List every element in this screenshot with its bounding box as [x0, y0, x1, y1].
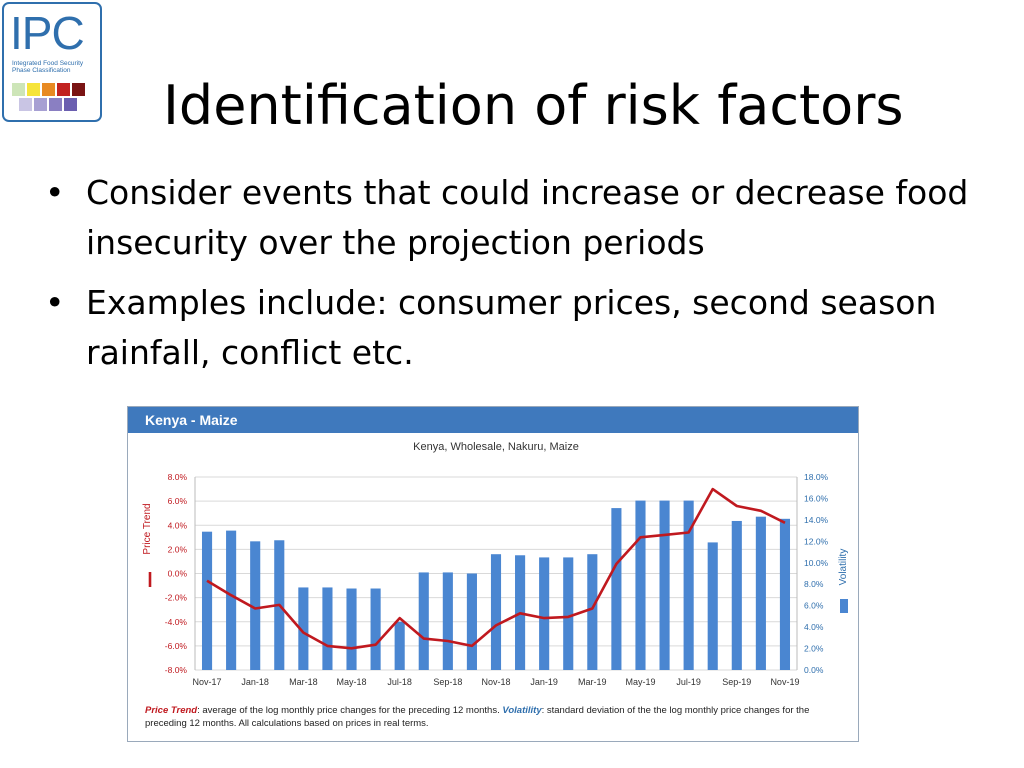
bullet-item: • Consider events that could increase or… — [45, 168, 985, 268]
x-tick-label: May-18 — [337, 677, 367, 687]
volatility-bar — [490, 554, 502, 670]
y-tick-label: 0.0% — [168, 569, 188, 579]
volatility-bar — [298, 587, 309, 670]
price-trend-chart: Kenya, Wholesale, Nakuru, Maize 8.0% 6.0% 4… — [142, 441, 849, 687]
logo-square — [64, 98, 77, 111]
logo-square — [27, 83, 40, 96]
y-tick-label: 2.0% — [168, 544, 188, 554]
volatility-bar — [370, 588, 381, 670]
x-tick-label: Nov-18 — [481, 677, 510, 687]
y2-tick-label: 8.0% — [804, 579, 824, 589]
y2-tick-label: 14.0% — [804, 515, 829, 525]
volatility-bar — [635, 500, 646, 670]
y-tick-label: 4.0% — [168, 520, 188, 530]
y2-tick-label: 2.0% — [804, 644, 824, 654]
volatility-bar — [539, 557, 550, 670]
volatility-bar — [683, 500, 694, 670]
volatility-bar — [707, 542, 718, 670]
chart-panel: Kenya - Maize Kenya, Wholesale, Nakuru, … — [127, 406, 859, 742]
y-tick-label: 6.0% — [168, 496, 188, 506]
volatility-bar — [755, 516, 766, 670]
x-tick-label: Jul-19 — [676, 677, 701, 687]
volatility-bar — [563, 557, 574, 670]
y2-tick-label: 12.0% — [804, 536, 829, 546]
bullet-dot: • — [45, 173, 65, 212]
legend-bar-swatch — [840, 599, 848, 613]
y-tick-label: -2.0% — [165, 593, 188, 603]
x-tick-label: Jan-18 — [241, 677, 269, 687]
x-tick-label: Nov-17 — [193, 677, 222, 687]
footnote-term-price-trend: Price Trend — [145, 705, 198, 716]
y2-axis-label: Volatility — [838, 549, 849, 586]
footnote-text-2: : standard deviation of the the log mont… — [145, 705, 810, 729]
bullet-text: Examples include: consumer prices, secon… — [86, 283, 937, 372]
logo-square — [57, 83, 70, 96]
x-tick-label: Mar-18 — [289, 677, 318, 687]
footnote-text-1: : average of the log monthly price chang… — [197, 705, 503, 716]
volatility-bar — [466, 573, 477, 670]
volatility-bar — [201, 531, 213, 670]
bullet-item: • Examples include: consumer prices, sec… — [45, 278, 985, 378]
logo-square — [19, 98, 32, 111]
logo-square — [12, 83, 25, 96]
x-tick-label: Sep-18 — [433, 677, 462, 687]
y-axis-label: Price Trend — [142, 503, 153, 554]
logo-square — [42, 83, 55, 96]
logo-square — [72, 83, 85, 96]
volatility-bar — [226, 530, 237, 670]
logo-subtitle: Integrated Food Security Phase Classific… — [12, 60, 98, 74]
volatility-bar — [659, 500, 670, 670]
volatility-bar — [418, 572, 429, 670]
panel-header: Kenya - Maize — [128, 407, 858, 433]
y2-tick-label: 0.0% — [804, 665, 824, 675]
volatility-bar — [731, 520, 742, 670]
x-tick-label: Sep-19 — [722, 677, 751, 687]
bullet-list: • Consider events that could increase or… — [45, 168, 985, 388]
x-tick-label: Nov-19 — [770, 677, 799, 687]
logo-subtitle-line2: Phase Classification — [12, 67, 71, 74]
y-tick-label: -6.0% — [165, 641, 188, 651]
y2-tick-label: 4.0% — [804, 622, 824, 632]
volatility-bar — [346, 588, 357, 670]
x-tick-label: Jul-18 — [387, 677, 412, 687]
volatility-bar — [587, 554, 598, 670]
footnote-term-volatility: Volatility — [502, 705, 542, 716]
y2-tick-label: 18.0% — [804, 472, 829, 482]
x-tick-label: Mar-19 — [578, 677, 607, 687]
x-tick-label: May-19 — [625, 677, 655, 687]
y2-tick-label: 10.0% — [804, 558, 829, 568]
volatility-bar — [611, 508, 622, 670]
volatility-bar — [394, 621, 405, 670]
y-tick-label: -8.0% — [165, 665, 188, 675]
page-title: Identification of risk factors — [163, 74, 904, 138]
price-trend-line — [206, 487, 786, 650]
chart-footnote: Price Trend: average of the log monthly … — [145, 704, 835, 730]
logo-square — [49, 98, 62, 111]
y2-tick-label: 6.0% — [804, 601, 824, 611]
bullet-dot: • — [45, 283, 65, 322]
volatility-bar — [250, 541, 261, 670]
bullet-text: Consider events that could increase or d… — [86, 173, 969, 262]
y-tick-label: 8.0% — [168, 472, 188, 482]
volatility-bar — [779, 518, 791, 670]
logo-subtitle-line1: Integrated Food Security — [12, 60, 84, 67]
volatility-bar — [442, 572, 453, 670]
y2-tick-label: 16.0% — [804, 493, 829, 503]
y-tick-label: -4.0% — [165, 617, 188, 627]
volatility-bar — [322, 587, 333, 670]
chart-title: Kenya, Wholesale, Nakuru, Maize — [413, 441, 579, 453]
logo-letters: IPC — [10, 7, 85, 59]
logo-square — [34, 98, 47, 111]
x-tick-label: Jan-19 — [530, 677, 558, 687]
ipc-logo: IPC Integrated Food Security Phase Class… — [2, 2, 102, 122]
